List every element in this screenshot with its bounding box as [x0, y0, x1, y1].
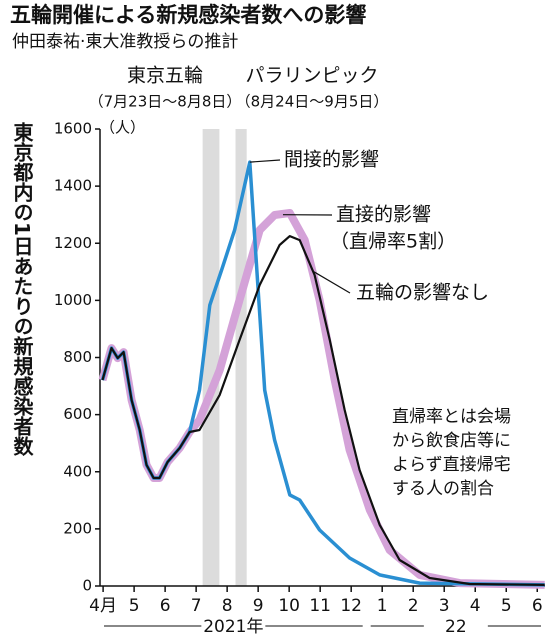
- x-tick-label: 10: [278, 596, 300, 616]
- x-tick-label: 4月: [89, 596, 117, 616]
- note-text: する人の割合: [392, 479, 494, 499]
- y-tick-label: 1200: [54, 234, 92, 252]
- year-label: 2021年: [203, 617, 263, 637]
- line-series: [101, 235, 545, 586]
- y-tick-label: 1400: [54, 177, 92, 195]
- x-tick-label: 6: [160, 596, 171, 616]
- x-tick-label: 5: [129, 596, 140, 616]
- y-tick-label: 200: [63, 519, 92, 537]
- note-text: 直帰率とは会場: [392, 407, 511, 427]
- band-label: パラリンピック: [245, 65, 378, 87]
- x-tick-label: 8: [222, 596, 233, 616]
- band-sublabel: （7月23日～8月8日）: [89, 93, 242, 111]
- y-axis-label: 東京都内の1日あたりの新規感染者数: [10, 122, 34, 457]
- x-tick-label: 7: [191, 596, 202, 616]
- y-tick-label: 800: [63, 348, 92, 366]
- band-label: 東京五輪: [127, 65, 203, 87]
- line-series: [100, 160, 545, 587]
- x-tick-label: 4: [470, 596, 481, 616]
- x-tick-label: 9: [253, 596, 264, 616]
- x-tick-label: 12: [340, 596, 362, 616]
- x-tick-label: 1: [377, 596, 388, 616]
- x-tick-label: 2: [408, 596, 419, 616]
- line-series: [98, 209, 545, 589]
- leader-line: [313, 271, 351, 294]
- y-tick-label: 400: [63, 462, 92, 480]
- x-tick-label: 6: [532, 596, 543, 616]
- event-band: [202, 129, 220, 586]
- note-text: から飲食店等に: [392, 431, 511, 451]
- note-text: よらず直接帰宅: [392, 455, 511, 475]
- year-label: 22: [445, 617, 467, 637]
- y-tick-label: 1600: [54, 120, 92, 138]
- x-tick-label: 5: [501, 596, 512, 616]
- series-note: （直帰率5割）: [330, 231, 456, 253]
- chart-title: 五輪開催による新規感染者数への影響: [10, 3, 366, 27]
- series-label: 間接的影響: [284, 149, 379, 171]
- y-tick-label: 600: [63, 405, 92, 423]
- y-unit: （人）: [100, 119, 145, 137]
- band-sublabel: （8月24日～9月5日）: [236, 93, 389, 111]
- y-tick-label: 0: [82, 577, 92, 595]
- event-band: [235, 129, 247, 586]
- y-tick-label: 1000: [54, 291, 92, 309]
- chart-subtitle: 仲田泰祐·東大准教授らの推計: [12, 32, 238, 52]
- x-tick-label: 11: [309, 596, 331, 616]
- series-label: 五輪の影響なし: [356, 282, 489, 304]
- leader-line: [249, 159, 281, 163]
- x-tick-label: 3: [439, 596, 450, 616]
- series-label: 直接的影響: [336, 204, 431, 226]
